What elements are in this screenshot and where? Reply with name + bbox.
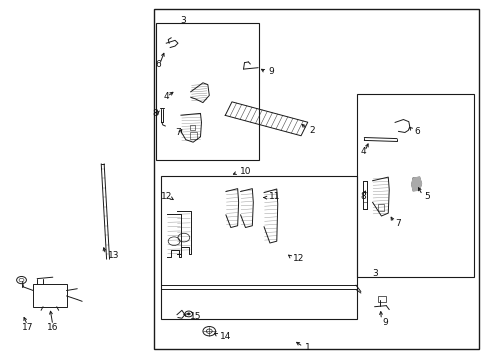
- Text: 3: 3: [372, 269, 378, 278]
- Text: 4: 4: [163, 92, 169, 101]
- Text: 6: 6: [414, 127, 420, 136]
- Text: 11: 11: [268, 192, 280, 201]
- Text: 2: 2: [308, 126, 314, 135]
- Bar: [356, 94, 473, 277]
- Bar: [33, 284, 66, 307]
- Text: 13: 13: [107, 251, 119, 260]
- Bar: [154, 9, 478, 349]
- Text: 4: 4: [360, 147, 366, 156]
- Text: 17: 17: [21, 323, 33, 332]
- Bar: [378, 296, 386, 302]
- Text: 8: 8: [152, 109, 158, 117]
- Bar: [156, 23, 259, 160]
- Text: 7: 7: [394, 219, 400, 228]
- Text: 16: 16: [47, 323, 59, 332]
- Text: 9: 9: [382, 318, 387, 327]
- Text: 6: 6: [155, 60, 161, 69]
- Text: 10: 10: [239, 167, 251, 176]
- Text: 15: 15: [189, 312, 201, 321]
- Text: 5: 5: [424, 192, 429, 201]
- Bar: [161, 176, 356, 319]
- Text: 12: 12: [161, 192, 172, 201]
- Text: 1: 1: [305, 343, 310, 352]
- Text: 3: 3: [180, 15, 185, 24]
- Text: 12: 12: [293, 254, 304, 263]
- Bar: [189, 125, 194, 130]
- Text: 7: 7: [175, 128, 181, 137]
- Polygon shape: [411, 177, 421, 191]
- Bar: [378, 204, 384, 211]
- Bar: [362, 192, 366, 202]
- Text: 8: 8: [359, 192, 365, 201]
- Circle shape: [187, 313, 190, 315]
- Text: 14: 14: [220, 333, 231, 341]
- Bar: [189, 132, 196, 139]
- Text: 9: 9: [267, 68, 273, 77]
